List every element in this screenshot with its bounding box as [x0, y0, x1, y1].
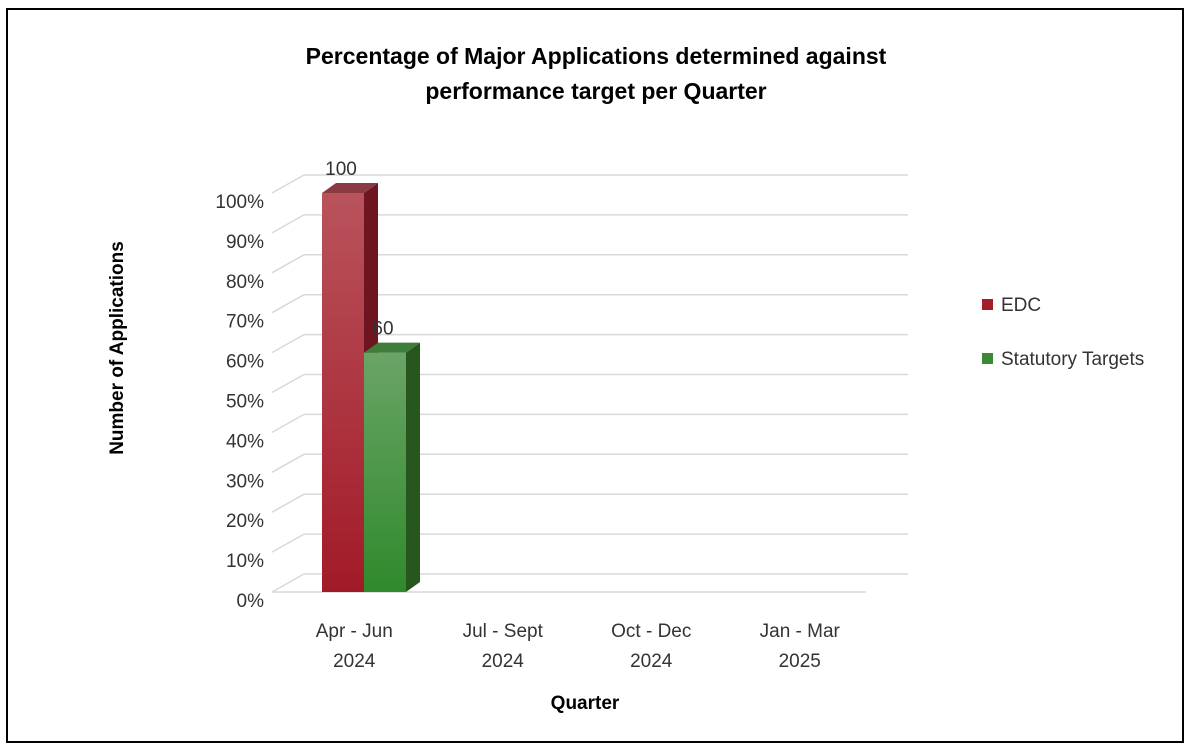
x-tick-label: 2024 [630, 651, 673, 672]
gridline-side-4 [271, 413, 305, 434]
gridline-side-9 [271, 214, 305, 234]
y-axis-title: Number of Applications [107, 241, 128, 455]
y-axis-ticks: 0% 10% 20% 30% 40% 50% 60% 70% 80% 90% 100% [215, 192, 264, 612]
y-tick-label: 30% [226, 471, 264, 492]
y-tick-label: 20% [226, 511, 264, 532]
legend-swatch-1 [982, 353, 993, 364]
bar-edc-0 [322, 193, 364, 592]
data-label-layer: 100 60 [325, 159, 393, 340]
y-tick-label: 70% [226, 312, 264, 333]
y-tick-label: 60% [226, 352, 264, 373]
chart-title-line-1: Percentage of Major Applications determi… [306, 43, 887, 69]
data-label-1-0: 60 [372, 319, 393, 340]
legend: EDC Statutory Targets [982, 295, 1144, 370]
y-tick-label: 40% [226, 431, 264, 452]
y-tick-label: 100% [215, 192, 264, 213]
bar-statutory-targets-0 [364, 352, 406, 592]
gridline-side-6 [271, 333, 305, 354]
y-tick-label: 80% [226, 272, 264, 293]
x-tick-label: Oct - Dec [611, 621, 691, 642]
x-tick-label: Jan - Mar [760, 621, 841, 642]
y-tick-label: 50% [226, 392, 264, 413]
y-tick-label: 90% [226, 232, 264, 253]
chart-title-line-2: performance target per Quarter [425, 78, 766, 104]
legend-label-0: EDC [1001, 295, 1041, 316]
gridline-side-8 [271, 254, 305, 274]
x-tick-label: 2024 [482, 651, 525, 672]
x-axis-ticks: Apr - Jun 2024 Jul - Sept 2024 Oct - Dec 2024… [316, 621, 841, 672]
x-axis-title: Quarter [551, 693, 620, 714]
gridline-side-10 [271, 174, 305, 194]
x-tick-label: Jul - Sept [463, 621, 544, 642]
gridline-side-2 [271, 493, 305, 513]
chart-frame: Percentage of Major Applications determi… [6, 8, 1184, 743]
gridline-side-5 [271, 373, 305, 394]
x-tick-label: Apr - Jun [316, 621, 393, 642]
bar-top-0-0 [322, 183, 378, 193]
gridline-side-0 [271, 573, 305, 593]
gridline-side-1 [271, 533, 305, 553]
chart-svg: Percentage of Major Applications determi… [107, 43, 1144, 714]
bar-top-1-0 [364, 342, 420, 353]
data-label-0-0: 100 [325, 159, 357, 180]
gridline-side-3 [271, 453, 305, 473]
legend-label-1: Statutory Targets [1001, 349, 1144, 370]
x-tick-label: 2025 [779, 651, 821, 672]
y-tick-label: 10% [226, 551, 264, 572]
legend-swatch-0 [982, 299, 993, 310]
x-tick-label: 2024 [333, 651, 376, 672]
y-tick-label: 0% [237, 591, 265, 612]
gridline-side-7 [271, 294, 305, 314]
bar-side-1-0 [406, 342, 420, 592]
bar-layer [322, 183, 420, 592]
